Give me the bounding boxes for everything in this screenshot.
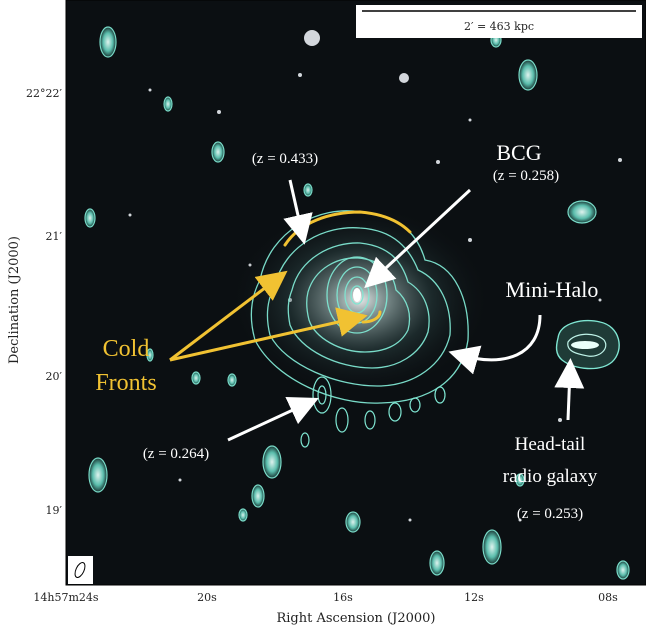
y-axis-label: Declination (J2000) — [7, 236, 22, 364]
label-headtail-line2: radio galaxy — [503, 466, 598, 487]
xtick-label-16s: 16s — [333, 591, 353, 604]
label-z264: (z = 0.264) — [143, 446, 209, 462]
ytick-label-20: 20′ — [46, 370, 63, 383]
ytick-label-2222: 22°22′ — [26, 87, 62, 100]
scale-bar-label: 2′ = 463 kpc — [464, 20, 534, 33]
xtick-label-12s: 12s — [464, 591, 484, 604]
xtick-label-24s: 14h57m24s — [33, 591, 99, 604]
xtick-label-08s: 08s — [598, 591, 618, 604]
radio-sources — [84, 26, 630, 580]
minihalo-glow — [230, 205, 490, 395]
label-bcg-redshift: (z = 0.258) — [493, 168, 559, 184]
label-headtail-line1: Head-tail — [515, 434, 586, 455]
label-minihalo: Mini-Halo — [506, 277, 599, 302]
label-bcg: BCG — [496, 140, 541, 165]
label-cold-line1: Cold — [103, 336, 150, 362]
axes-frame — [65, 0, 646, 586]
annotation-arrows — [169, 179, 585, 442]
ytick-label-21: 21′ — [46, 230, 63, 243]
label-z433: (z = 0.433) — [252, 151, 318, 167]
xtick-label-20s: 20s — [197, 591, 217, 604]
background-stars — [128, 30, 622, 522]
scale-bar: 2′ = 463 kpc — [356, 5, 642, 38]
bcg-core — [353, 288, 361, 302]
halo-substructure-contours — [300, 376, 446, 448]
x-axis-label: Right Ascension (J2000) — [276, 611, 435, 626]
label-cold-line2: Fronts — [95, 370, 156, 396]
beam-indicator — [68, 556, 93, 584]
ytick-label-19: 19′ — [46, 504, 63, 517]
label-headtail-redshift: (z = 0.253) — [517, 506, 583, 522]
